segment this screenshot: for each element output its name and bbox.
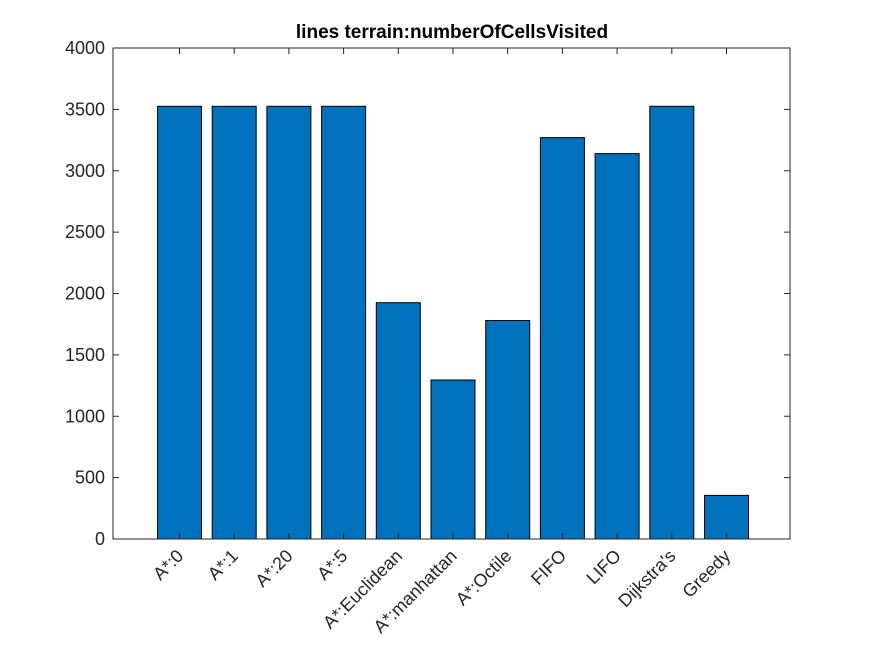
bar bbox=[157, 105, 202, 540]
bar bbox=[211, 105, 257, 540]
y-axis: 0 500 1000 1500 2000 2500 3000 3500 4000 bbox=[65, 38, 790, 549]
bar bbox=[485, 320, 531, 540]
y-tick-label: 2000 bbox=[65, 284, 105, 304]
y-tick-label: 1500 bbox=[65, 345, 105, 365]
y-tick-label: 0 bbox=[95, 529, 105, 549]
bar bbox=[649, 105, 695, 540]
y-tick-label: 2500 bbox=[65, 222, 105, 242]
y-tick-label: 3500 bbox=[65, 99, 105, 119]
bar bbox=[321, 105, 367, 540]
y-tick-label: 500 bbox=[75, 468, 105, 488]
chart-title: lines terrain:numberOfCellsVisited bbox=[296, 22, 608, 43]
bar bbox=[266, 105, 312, 540]
y-tick-label: 1000 bbox=[65, 406, 105, 426]
bars-group bbox=[157, 105, 749, 540]
y-tick-label: 4000 bbox=[65, 38, 105, 58]
y-tick-label: 3000 bbox=[65, 161, 105, 181]
bar bbox=[430, 379, 476, 540]
bar bbox=[704, 494, 749, 540]
bar bbox=[375, 302, 421, 540]
bar bbox=[594, 153, 640, 540]
bar bbox=[539, 137, 585, 540]
